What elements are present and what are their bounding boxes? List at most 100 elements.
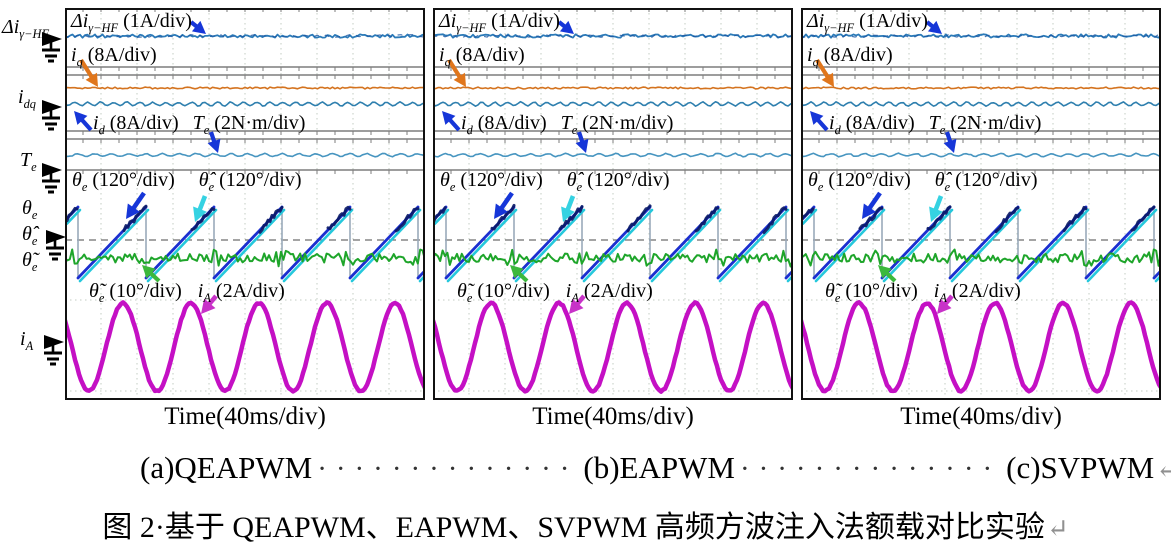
trace-label-delta-i: Δiγ−HF (1A/div): [807, 11, 928, 35]
axis-label-subscript: A: [25, 339, 34, 353]
trace-symbol: i: [461, 112, 467, 134]
trace-subscript: e: [98, 291, 105, 305]
trace-symbol: Δi: [807, 10, 825, 32]
trace-symbol: i: [933, 280, 940, 302]
trace-label-i-q: iq (8A/div): [807, 45, 893, 69]
trace-label-theta-e: θe (120°/div): [808, 169, 911, 194]
trace-symbol: i: [807, 44, 813, 66]
trace-symbol: i: [93, 112, 99, 134]
trace-label-theta-tilde: θ̃e (10°/div): [89, 280, 182, 305]
trace-subscript: q: [444, 55, 451, 69]
axis-label-i-A: iA: [20, 328, 33, 354]
trace-label-i-A: iA (2A/div): [565, 280, 653, 305]
trace-symbol: i: [565, 280, 572, 302]
axis-label-subscript: e: [31, 234, 38, 248]
ground-flag-icon: [44, 335, 64, 366]
trace-label-theta-hat: θ̂e (120°/div): [199, 169, 302, 194]
trace-label-theta-tilde: θ̃e (10°/div): [825, 280, 918, 305]
trace-label-i-d: id (8A/div): [93, 112, 179, 137]
trace-scale: (120°/div): [828, 169, 911, 191]
waveform-plot: [801, 8, 1161, 400]
trace-subscript: d: [466, 123, 473, 137]
trace-scale: (10°/div): [109, 280, 182, 302]
trace-label-i-q: iq (8A/div): [71, 45, 157, 69]
trace-label-theta-hat: θ̂e (120°/div): [934, 169, 1038, 194]
ground-flag-icon: [46, 230, 66, 261]
trace-scale: (10°/div): [477, 280, 550, 302]
trace-label-theta: θe (120°/div) θ̂e (120°/div): [440, 170, 670, 194]
time-axis-label: Time(40ms/div): [532, 403, 694, 430]
time-axis-label: Time(40ms/div): [900, 403, 1062, 430]
trace-scale: (8A/div): [455, 44, 525, 66]
trace-label-T-e: Te (2N·m/div): [561, 112, 674, 137]
ground-flag-icon: [42, 32, 62, 63]
trace-symbol: i: [197, 280, 204, 302]
trace-subscript: e: [817, 180, 824, 194]
trace-label-delta-i: Δiγ−HF (1A/div): [71, 11, 192, 35]
trace-symbol: θ̂: [566, 169, 577, 191]
trace-label-theta: θe (120°/div) θ̂e (120°/div): [72, 170, 302, 194]
trace-scale: (120°/div): [92, 169, 175, 191]
trace-scale: (8A/div): [823, 44, 893, 66]
trace-symbol: i: [439, 44, 445, 66]
trace-label-i-d-and-T-e: id (8A/div) Te (2N·m/div): [461, 113, 673, 137]
trace-scale: (120°/div): [219, 169, 302, 191]
scope-panel-a: Δiγ−HF (1A/div) iq (8A/div) id (8A/div) T…: [65, 8, 425, 430]
trace-symbol: Δi: [71, 10, 89, 32]
paragraph-return-mark: ↵: [1046, 514, 1069, 543]
formatting-dots: ··············: [317, 453, 579, 485]
axis-label-symbol: i: [20, 328, 26, 350]
trace-symbol: i: [829, 112, 835, 134]
axis-label-T-e: Te: [20, 149, 37, 175]
ground-flag-icon: [42, 163, 62, 194]
trace-label-T-e: Te (2N·m/div): [929, 112, 1042, 137]
trace-subscript: e: [944, 180, 951, 194]
trace-label-i-A: iA (2A/div): [933, 280, 1021, 305]
axis-label-symbol: T: [20, 149, 32, 171]
trace-label-i-A: iA (2A/div): [197, 280, 285, 305]
trace-scale: (2N·m/div): [950, 112, 1042, 134]
waveform-plot: [65, 8, 425, 400]
formatting-dots: ··············: [739, 453, 1002, 485]
trace-scale: (120°/div): [587, 169, 670, 191]
trace-subscript: e: [81, 180, 88, 194]
axis-label-subscript: γ−HF: [19, 27, 50, 41]
trace-subscript: A: [939, 291, 947, 305]
trace-label-i-d-and-T-e: id (8A/div) Te (2N·m/div): [829, 113, 1041, 137]
trace-symbol: Δi: [439, 10, 457, 32]
trace-scale: (1A/div): [491, 10, 560, 32]
axis-label-symbol: θ: [22, 197, 32, 219]
trace-symbol: θ̂: [934, 169, 945, 191]
trace-scale: (8A/div): [477, 112, 547, 134]
trace-subscript: q: [812, 55, 819, 69]
paragraph-return-mark: ↵: [1156, 455, 1171, 484]
trace-label-i-d-and-T-e: id (8A/div) Te (2N·m/div): [93, 113, 305, 137]
trace-subscript: e: [208, 180, 215, 194]
trace-symbol: θ: [72, 169, 82, 191]
trace-subscript: d: [834, 123, 841, 137]
trace-label-theta-hat: θ̂e (120°/div): [566, 169, 670, 194]
trace-scale: (8A/div): [109, 112, 179, 134]
trace-label-tilde-and-i-A: θ̃e (10°/div) iA (2A/div): [825, 281, 1021, 305]
trace-subscript: e: [834, 291, 841, 305]
trace-scale: (1A/div): [859, 10, 928, 32]
trace-subscript: γ−HF: [824, 21, 855, 35]
subfigure-caption-row: (a)QEAPWM ·············· (b)EAPWM ······…: [140, 450, 1171, 486]
waveform-plot: [433, 8, 793, 400]
trace-scale: (120°/div): [955, 169, 1038, 191]
trace-symbol: θ: [440, 169, 450, 191]
trace-subscript: γ−HF: [456, 21, 487, 35]
trace-scale: (2N·m/div): [582, 112, 674, 134]
trace-subscript: e: [203, 123, 210, 137]
trace-symbol: θ̃: [89, 280, 99, 302]
trace-subscript: γ−HF: [88, 21, 119, 35]
trace-scale: (1A/div): [123, 10, 192, 32]
trace-symbol: θ̃: [825, 280, 835, 302]
subcaption-b: (b)EAPWM: [583, 450, 735, 485]
trace-label-theta-e: θe (120°/div): [440, 169, 543, 194]
axis-label-symbol: Δi: [2, 16, 20, 38]
trace-symbol: T: [192, 112, 204, 134]
trace-scale: (2A/div): [215, 280, 285, 302]
trace-symbol: θ: [808, 169, 818, 191]
